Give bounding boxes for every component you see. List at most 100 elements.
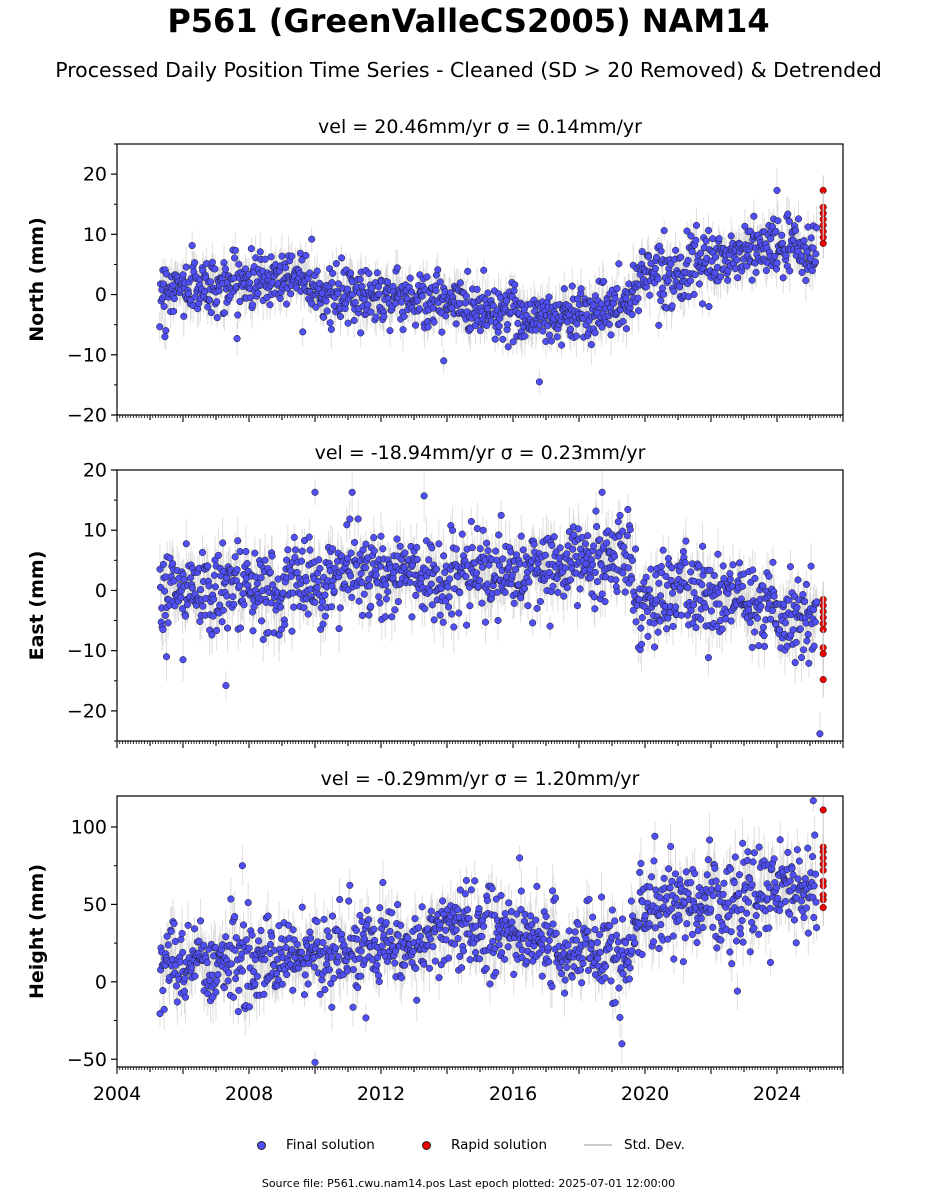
final-solution-point [428,544,436,552]
final-solution-point [316,564,324,573]
final-solution-point [591,605,599,613]
final-solution-point [348,593,356,601]
final-solution-point [800,237,808,245]
final-solution-point [706,566,714,574]
final-solution-point [381,613,389,621]
final-solution-point [517,594,525,602]
final-solution-point [162,653,171,661]
final-solution-point [771,252,779,260]
final-solution-point [547,337,555,345]
final-solution-point [785,217,793,225]
final-solution-point [351,298,359,306]
final-solution-point [529,619,537,627]
final-solution-point [677,253,685,261]
final-solution-point [305,533,313,541]
final-solution-point [308,235,316,243]
y-tick-label: −20 [67,405,107,427]
final-solution-point [425,556,433,564]
final-solution-point [801,597,809,606]
final-solution-point [749,566,757,574]
final-solution-point [728,582,736,590]
final-solution-point [786,267,794,275]
final-solution-point [456,279,464,287]
final-solution-point [373,269,381,277]
final-solution-point [242,547,250,556]
final-solution-point [314,577,322,585]
final-solution-point [809,244,817,252]
final-solution-point [362,540,370,548]
final-solution-point [519,546,527,554]
final-solution-point [313,584,321,592]
final-solution-point [223,624,232,632]
final-solution-point [445,593,453,601]
final-solution-point [757,602,765,610]
final-solution-point [180,312,188,320]
final-solution-point [699,542,707,550]
final-solution-point [687,568,695,576]
final-solution-point [208,631,216,639]
final-solution-point [179,271,187,279]
final-solution-point [326,319,334,327]
final-solution-point [704,654,712,662]
final-solution-point [635,595,643,604]
final-solution-point [473,524,481,533]
final-solution-point [329,269,337,277]
final-solution-point [654,275,662,283]
final-solution-point [461,299,469,307]
final-solution-point [691,271,699,279]
final-solution-point [370,534,378,542]
final-solution-point [364,301,372,309]
final-solution-point [375,290,383,298]
final-solution-point [269,581,277,589]
final-solution-point [753,614,761,622]
final-solution-point [394,598,402,606]
final-solution-point [312,303,320,311]
final-solution-point [328,279,336,287]
final-solution-point [767,235,775,243]
final-solution-point [347,549,355,557]
final-solution-point [554,588,562,596]
final-solution-point [338,254,346,262]
final-solution-point [210,571,218,579]
final-solution-point [298,256,306,264]
final-solution-point [320,313,328,321]
final-solution-point [628,311,636,319]
final-solution-point [591,329,599,337]
final-solution-point [358,611,367,620]
final-solution-point [261,255,269,263]
final-solution-point [683,227,691,235]
final-solution-point [476,545,484,553]
final-solution-point [219,539,227,547]
final-solution-point [690,290,698,299]
final-solution-point [334,290,342,298]
final-solution-point [598,488,606,496]
final-solution-point [577,285,585,293]
final-solution-point [302,251,310,260]
final-solution-point [376,562,384,570]
final-solution-point [446,575,454,583]
final-solution-point [773,259,781,267]
final-solution-point [261,556,269,564]
final-solution-point [494,616,502,625]
final-solution-point [655,579,663,587]
final-solution-point [590,542,598,550]
final-solution-point [235,582,243,590]
final-solution-point [344,554,352,563]
final-solution-point [219,606,227,614]
final-solution-point [724,276,732,284]
final-solution-point [792,226,800,235]
final-solution-point [811,618,819,626]
y-tick-label: 0 [95,580,107,602]
final-solution-point [778,239,786,247]
y-tick-label: 10 [83,224,107,246]
final-solution-point [566,576,575,584]
final-solution-point [590,593,598,601]
final-solution-point [171,602,179,610]
final-solution-point [282,300,291,308]
final-solution-point [573,320,581,328]
final-solution-point [276,294,284,303]
final-solution-point [807,562,815,570]
final-solution-point [620,543,628,551]
final-solution-point [382,581,390,589]
